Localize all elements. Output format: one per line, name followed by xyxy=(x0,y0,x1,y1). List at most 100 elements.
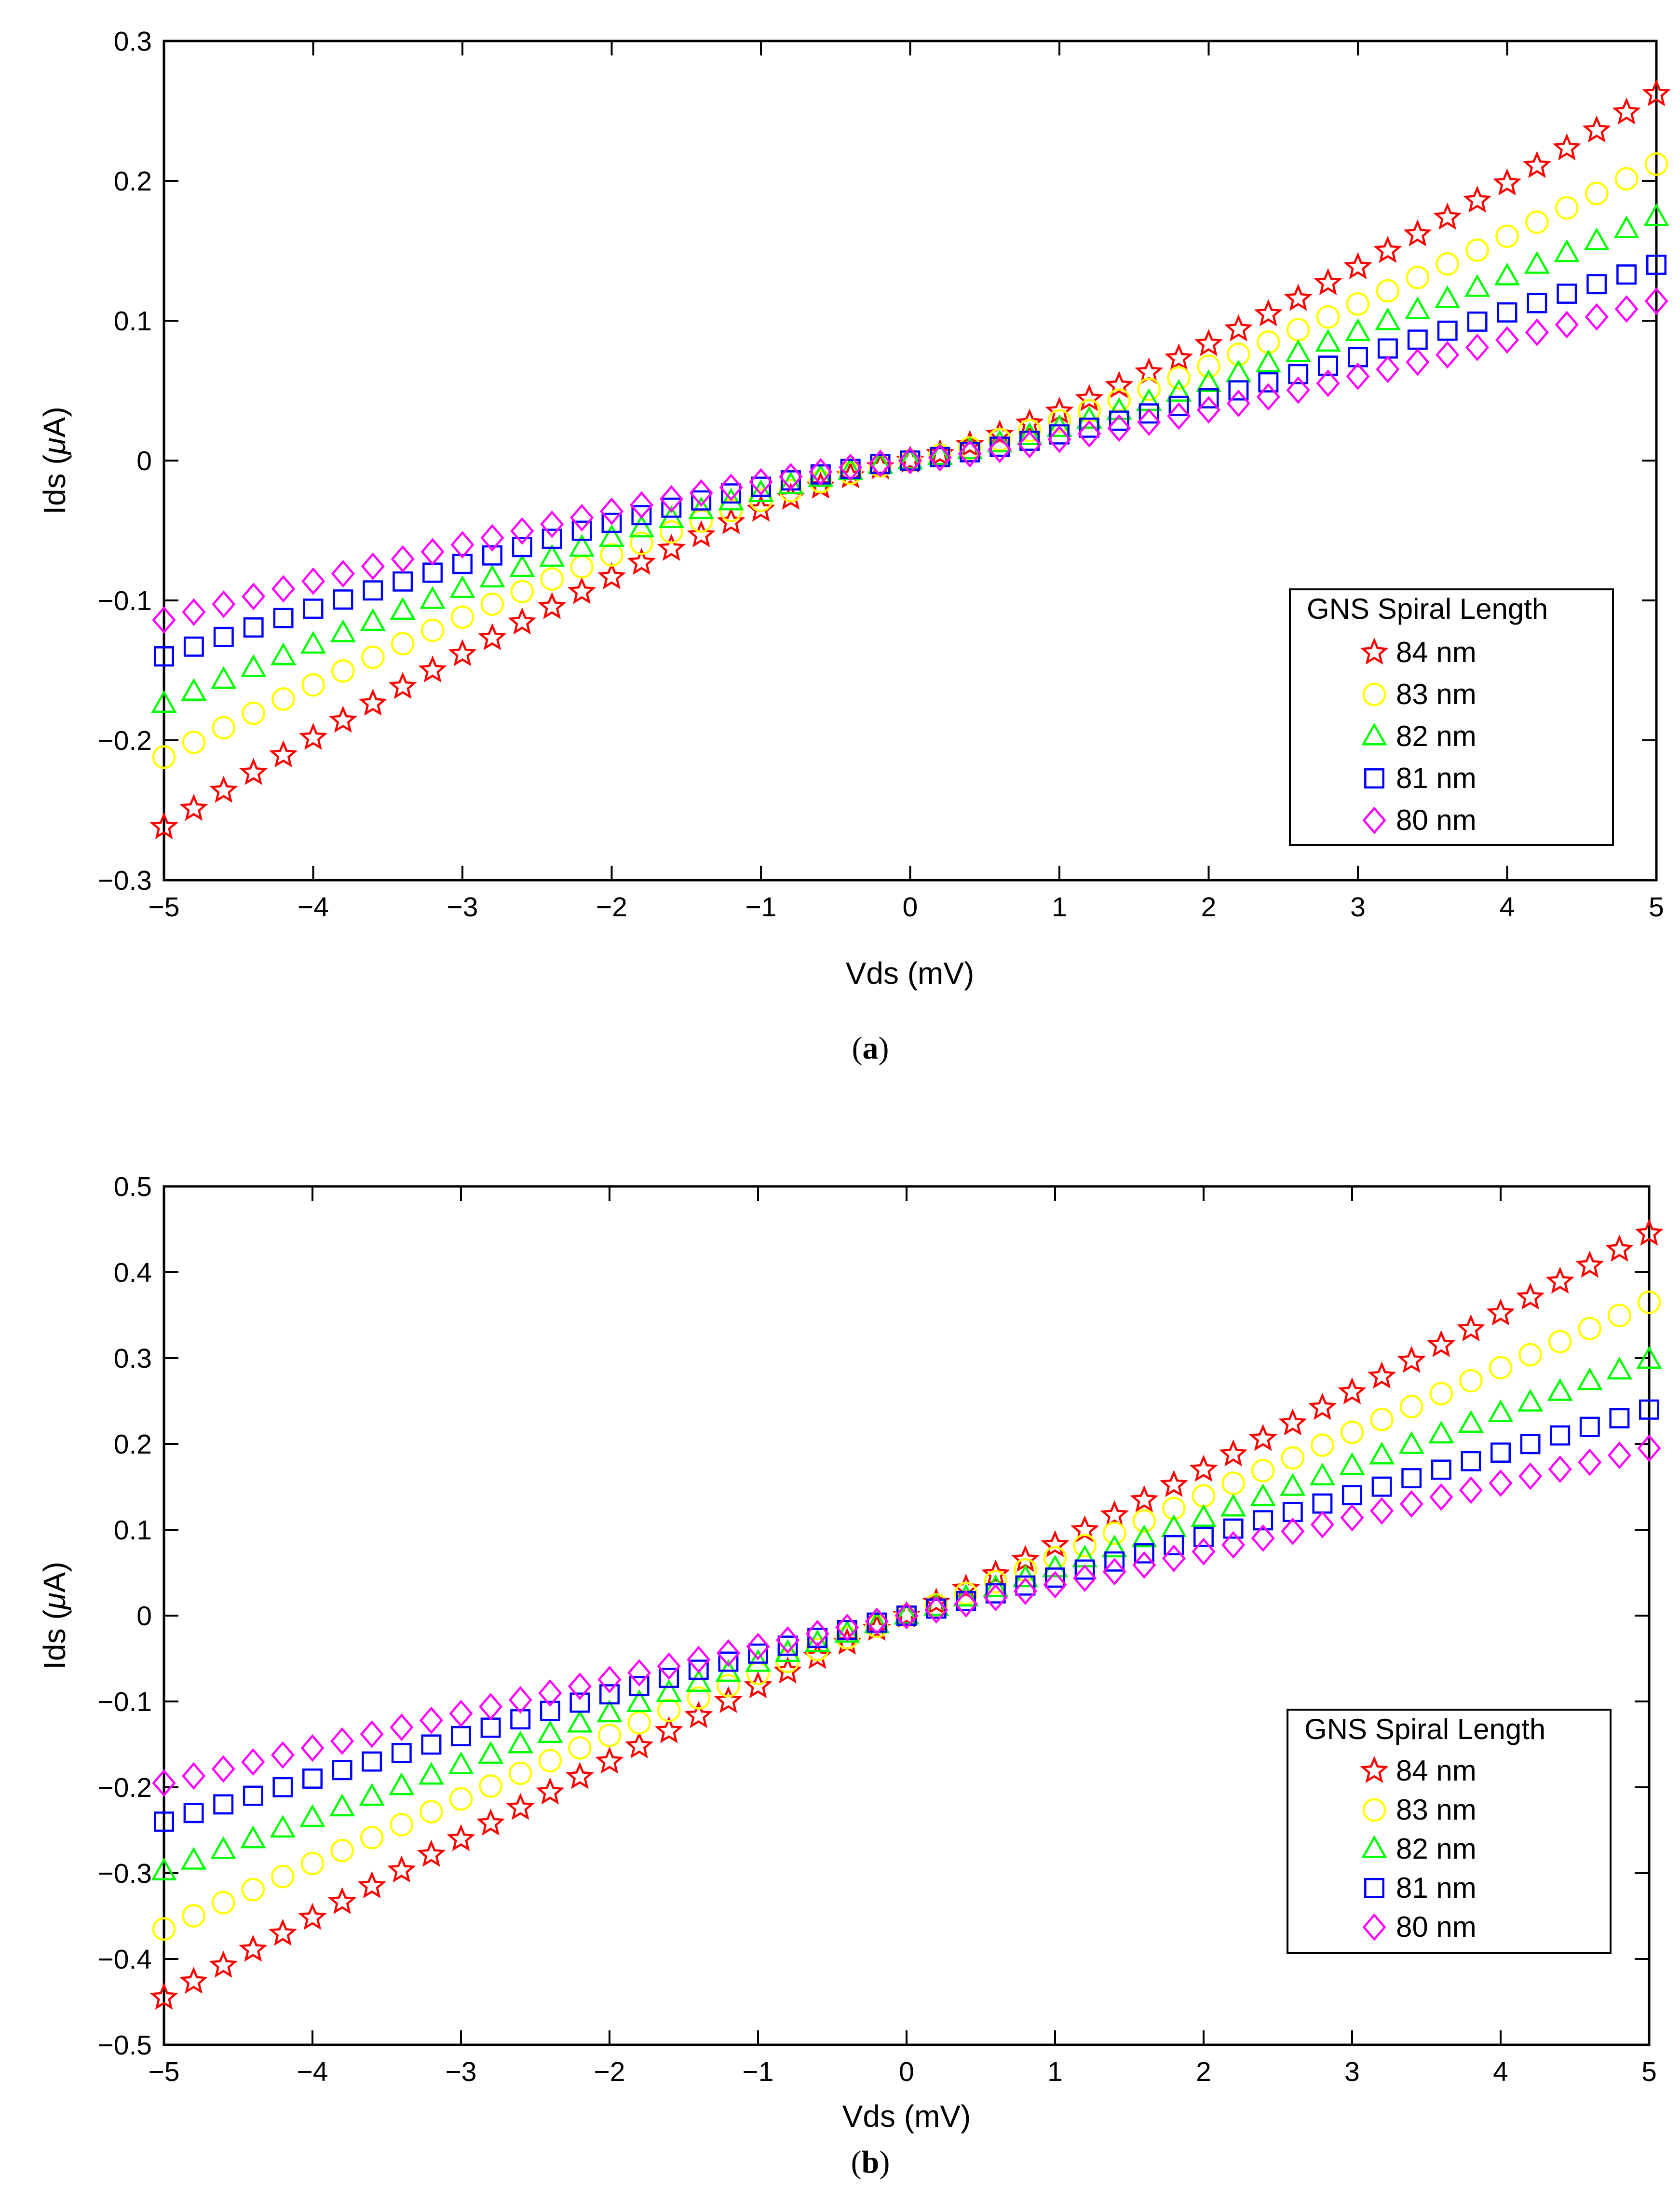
panel-a-point-80-nm xyxy=(1107,414,1131,442)
panel-b-point-83-nm xyxy=(1518,1343,1542,1367)
panel-b-point-84-nm xyxy=(357,1871,386,1899)
panel-a-point-81-nm xyxy=(1079,417,1099,438)
panel-a-point-82-nm xyxy=(1643,203,1669,226)
panel-b-point-80-nm xyxy=(865,1607,889,1635)
panel-a-point-80-nm xyxy=(958,440,982,468)
panel-a-caption: (a) xyxy=(852,1031,889,1066)
panel-a-point-82-nm xyxy=(1255,349,1281,372)
panel-b-point-84-nm xyxy=(951,1574,980,1601)
panel-b-point-83-nm xyxy=(152,1917,176,1941)
panel-b-point-80-nm xyxy=(984,1583,1008,1612)
panel-a-point-83-nm xyxy=(361,645,385,669)
panel-a-point-80-nm xyxy=(212,590,236,618)
panel-a-x-tick-label: −3 xyxy=(447,892,478,923)
panel-a-point-80-nm xyxy=(1047,425,1071,453)
panel-b-point-80-nm xyxy=(1578,1448,1602,1476)
panel-b-point-82-nm xyxy=(151,1857,177,1881)
panel-b-point-84-nm xyxy=(684,1701,713,1728)
panel-a-point-84-nm xyxy=(478,623,507,651)
panel-a-point-82-nm xyxy=(211,666,237,689)
panel-b-point-81-nm xyxy=(1045,1567,1065,1588)
panel-a-legend-marker-83-nm xyxy=(1362,682,1386,707)
panel-b-point-82-nm xyxy=(329,1794,355,1817)
panel-b-point-82-nm xyxy=(1636,1346,1662,1369)
panel-a-point-82-nm xyxy=(1554,239,1580,262)
panel-b-point-81-nm xyxy=(1253,1510,1274,1531)
panel-b-point-82-nm xyxy=(686,1669,712,1692)
panel-a-point-83-nm xyxy=(301,673,325,697)
panel-b-point-84-nm xyxy=(1427,1330,1456,1358)
panel-b-point-82-nm xyxy=(1488,1399,1514,1422)
panel-b-point-83-nm xyxy=(241,1877,265,1902)
panel-a-point-80-nm xyxy=(361,552,385,580)
panel-b-point-84-nm xyxy=(1516,1282,1545,1310)
panel-a-point-84-nm xyxy=(358,688,387,716)
panel-b-point-84-nm xyxy=(744,1671,772,1699)
panel-b-point-80-nm xyxy=(1162,1544,1186,1572)
panel-a-point-84-nm xyxy=(1612,97,1641,125)
panel-a-point-82-nm xyxy=(1165,379,1192,402)
panel-a-point-81-nm xyxy=(1437,320,1458,341)
panel-a-point-83-nm xyxy=(1167,366,1191,390)
panel-a-point-83-nm xyxy=(480,592,504,616)
panel-a-point-81-nm xyxy=(1497,302,1517,323)
panel-b-point-83-nm xyxy=(360,1825,384,1850)
panel-a-point-80-nm xyxy=(928,444,952,472)
panel-b-point-82-nm xyxy=(1398,1431,1424,1454)
panel-a-legend-label-80: 80 nm xyxy=(1396,804,1477,836)
panel-a-point-81-nm xyxy=(333,589,353,610)
panel-b-point-83-nm xyxy=(449,1787,473,1811)
panel-b-point-80-nm xyxy=(805,1619,829,1648)
panel-a-x-axis-label: Vds (mV) xyxy=(846,956,975,991)
panel-b-point-84-nm xyxy=(1545,1266,1574,1294)
panel-a-y-tick-label: 0.3 xyxy=(114,26,152,57)
panel-a-point-83-nm xyxy=(1197,354,1220,378)
panel-a-data-points xyxy=(149,79,1671,839)
panel-a-y-label-prefix: Ids ( xyxy=(37,454,72,514)
panel-b-point-81-nm xyxy=(629,1676,650,1697)
panel-b-point-84-nm xyxy=(595,1746,624,1774)
panel-a-y-tick-label: 0.1 xyxy=(114,306,152,337)
panel-b-y-tick-label: −0.4 xyxy=(97,1944,152,1975)
panel-a-point-83-nm xyxy=(1017,419,1042,443)
panel-a-x-tick-label: 0 xyxy=(903,892,918,923)
panel-b-point-80-nm xyxy=(508,1686,532,1714)
panel-a-point-81-nm xyxy=(1049,424,1070,445)
panel-a-point-82-nm xyxy=(390,597,416,620)
panel-b-point-80-nm xyxy=(1399,1490,1423,1518)
panel-a-point-84-nm xyxy=(1224,314,1253,341)
panel-b-point-80-nm xyxy=(1340,1504,1364,1532)
panel-a-point-84-nm xyxy=(269,740,298,768)
panel-b-point-82-nm xyxy=(507,1730,533,1754)
panel-b-point-80-nm xyxy=(300,1734,325,1762)
panel-a-point-81-nm xyxy=(154,646,174,667)
panel-b-point-83-nm xyxy=(1102,1521,1126,1545)
panel-b-point-84-nm xyxy=(1100,1500,1129,1528)
panel-a-point-81-nm xyxy=(1258,372,1279,393)
panel-a-point-81-nm xyxy=(542,529,562,549)
panel-a-point-80-nm xyxy=(659,485,683,513)
panel-b-point-83-nm xyxy=(597,1723,622,1747)
panel-a-point-82-nm xyxy=(1524,251,1550,274)
panel-b-point-84-nm xyxy=(1219,1439,1248,1467)
panel-b-point-83-nm xyxy=(390,1813,414,1836)
panel-b-point-80-nm xyxy=(1548,1455,1572,1483)
panel-a-legend-label-81: 81 nm xyxy=(1396,762,1477,794)
panel-a-point-84-nm xyxy=(508,607,537,635)
panel-b-point-82-nm xyxy=(359,1783,385,1806)
panel-a-point-82-nm xyxy=(718,488,744,511)
panel-b-point-83-nm xyxy=(1548,1330,1572,1354)
panel-b-point-80-nm xyxy=(894,1602,919,1630)
panel-a-point-82-nm xyxy=(509,554,535,577)
panel-a: −5 −4 −3 −2 −1 0 1 2 3 4 5 −0.3 −0.2 −0.1 0 0.1 0.2 0.3 V… xyxy=(37,26,1671,1066)
panel-b-point-83-nm xyxy=(1073,1534,1097,1558)
panel-a-ticks xyxy=(163,40,1657,881)
panel-b-legend-label-80: 80 nm xyxy=(1396,1911,1477,1943)
panel-b-point-82-nm xyxy=(1606,1357,1633,1380)
panel-a-point-84-nm xyxy=(1373,236,1402,263)
panel-a-point-83-nm xyxy=(271,687,295,711)
panel-b-point-81-nm xyxy=(302,1768,323,1789)
panel-a-point-81-nm xyxy=(1646,255,1666,275)
panel-a-point-80-nm xyxy=(1614,295,1639,323)
panel-b-point-82-nm xyxy=(983,1574,1009,1597)
